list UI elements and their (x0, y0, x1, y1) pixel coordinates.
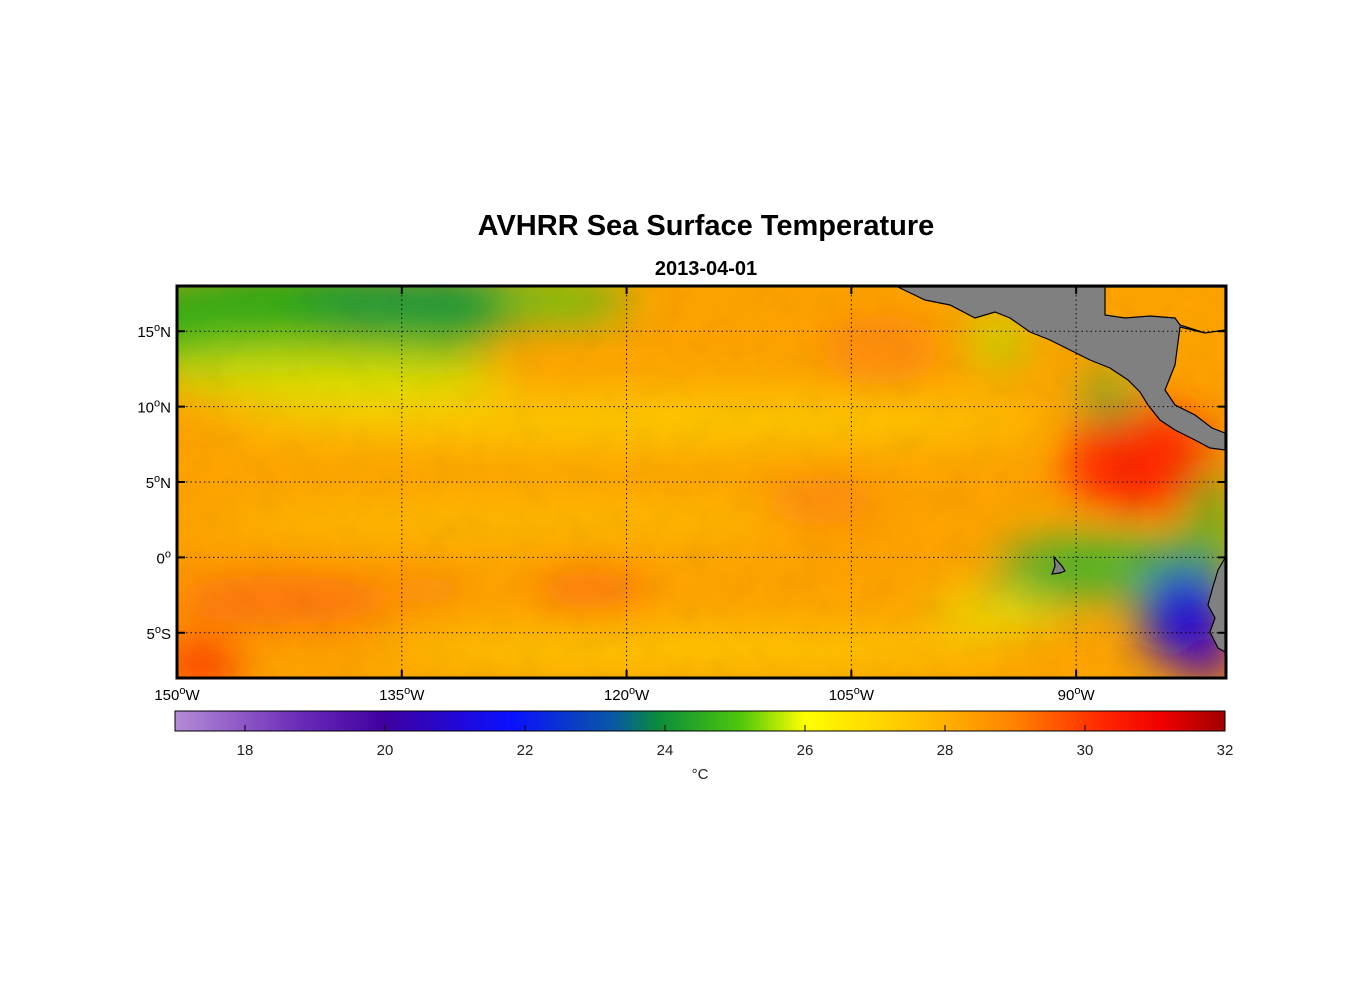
colorbar-label: °C (692, 766, 709, 783)
longitude-ticks: 150oW 135oW 120oW 105oW 90oW (154, 286, 1095, 704)
map-grid (176, 286, 1226, 678)
latitude-ticks: 15oN 10oN 5oN 0o 5oS (137, 322, 1226, 643)
tick-label: 135oW (379, 685, 425, 704)
tick-label: 90oW (1058, 685, 1096, 704)
south-america-land (1207, 555, 1226, 654)
chart-title: AVHRR Sea Surface Temperature (478, 210, 935, 242)
galapagos-land (1051, 555, 1066, 575)
colorbar-tick-label: 20 (377, 742, 394, 759)
tick-label: 5oS (147, 624, 171, 643)
colorbar (174, 710, 1226, 732)
tick-label: 150oW (154, 685, 200, 704)
colorbar-tick-label: 22 (517, 742, 534, 759)
colorbar-tick-label: 24 (657, 742, 674, 759)
colorbar-tick-label: 30 (1077, 742, 1094, 759)
colorbar-tick-label: 28 (937, 742, 954, 759)
chart-subtitle: 2013-04-01 (655, 258, 757, 280)
tick-label: 10oN (137, 398, 171, 417)
tick-label: 5oN (146, 473, 171, 492)
colorbar-tick-label: 32 (1217, 742, 1234, 759)
tick-label: 120oW (604, 685, 650, 704)
colorbar-tick-label: 26 (797, 742, 814, 759)
colorbar-ticks: 18 20 22 24 26 28 30 32 (237, 725, 1234, 759)
sst-field (177, 286, 1226, 678)
colorbar-tick-label: 18 (237, 742, 254, 759)
tick-label: 0o (157, 548, 171, 567)
tick-label: 15oN (137, 322, 171, 341)
tick-label: 105oW (829, 685, 875, 704)
